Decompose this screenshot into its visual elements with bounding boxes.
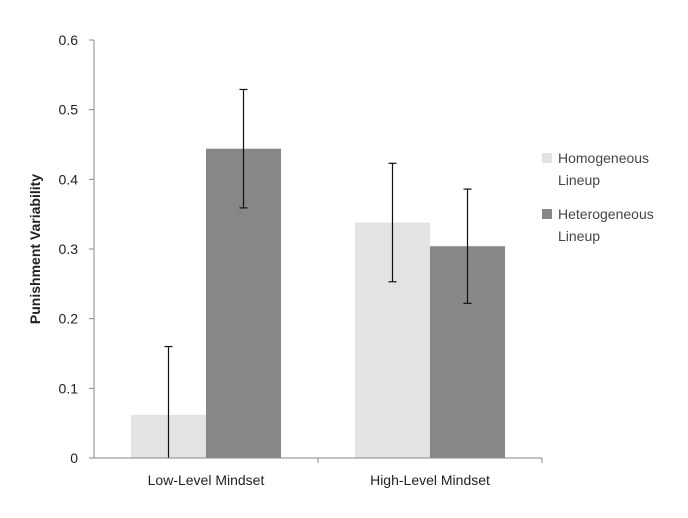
error-bars-group xyxy=(164,88,472,458)
x-categories-group: Low-Level Mindset High-Level Mindset xyxy=(148,458,543,488)
x-category-label: Low-Level Mindset xyxy=(148,472,265,488)
y-tick-label: 0 xyxy=(70,450,78,466)
legend-swatch xyxy=(542,153,552,163)
y-tick-label: 0.3 xyxy=(59,241,79,257)
legend-label: Heterogeneous xyxy=(558,206,654,222)
y-tick-label: 0.4 xyxy=(59,171,79,187)
y-tick-label: 0.2 xyxy=(59,311,79,327)
legend-label: Lineup xyxy=(558,172,600,188)
y-tick-label: 0.1 xyxy=(59,380,79,396)
y-tick-label: 0.5 xyxy=(59,102,79,118)
y-ticks-group: 0 0.1 0.2 0.3 0.4 0.5 0.6 xyxy=(59,32,94,466)
y-axis-label: Punishment Variability xyxy=(27,174,43,324)
x-category-label: High-Level Mindset xyxy=(370,472,490,488)
bars-group xyxy=(131,148,505,458)
y-tick-label: 0.6 xyxy=(59,32,79,48)
legend-swatch xyxy=(542,209,552,219)
legend-label: Homogeneous xyxy=(558,150,649,166)
legend-label: Lineup xyxy=(558,228,600,244)
legend: Homogeneous Lineup Heterogeneous Lineup xyxy=(542,150,654,244)
